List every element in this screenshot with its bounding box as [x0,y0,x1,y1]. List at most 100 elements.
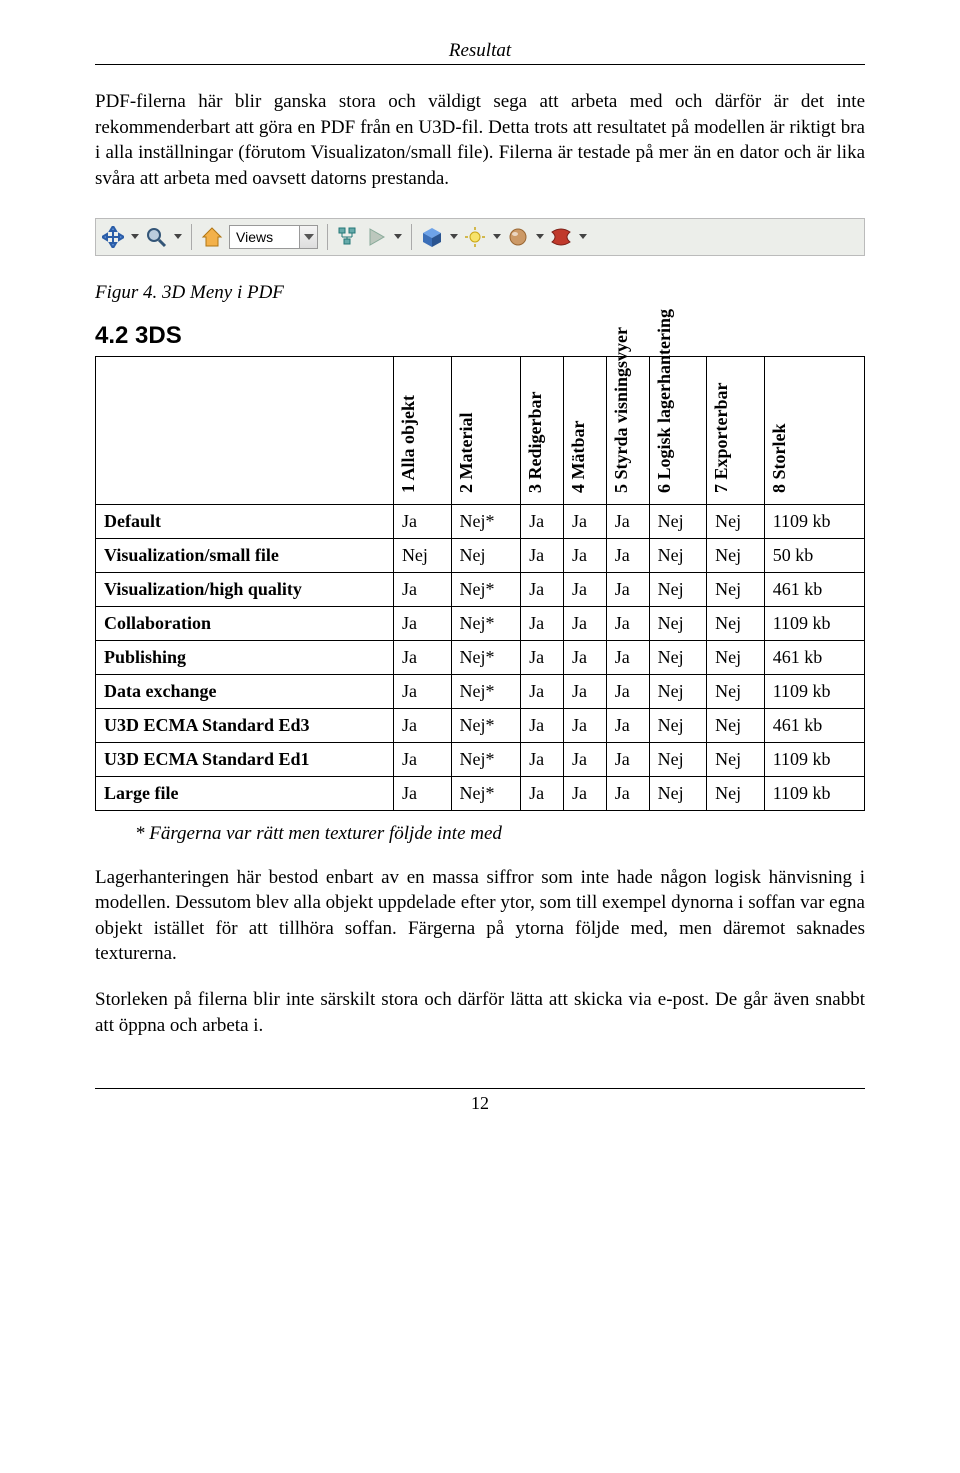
figure-caption: Figur 4. 3D Meny i PDF [95,282,865,304]
chevron-down-icon[interactable] [450,234,458,239]
search-icon[interactable] [145,226,167,248]
table-cell: 461 kb [764,572,864,606]
table-cell: Ja [563,606,606,640]
col-header: 3 Redigerbar [525,363,546,493]
table-cell: Ja [393,572,451,606]
table-cell: Nej [707,674,765,708]
page-header: Resultat [95,40,865,65]
section-heading: 4.2 3DS [95,322,865,350]
table-cell: Ja [521,640,564,674]
col-header: 2 Material [456,363,477,493]
move-icon[interactable] [102,226,124,248]
paragraph-3: Storleken på filerna blir inte särskilt … [95,987,865,1038]
table-cell: Nej [649,606,707,640]
table-row: Visualization/high qualityJaNej*JaJaJaNe… [96,572,865,606]
row-label: Collaboration [96,606,394,640]
table-cell: 1109 kb [764,742,864,776]
table-cell: Nej* [451,504,521,538]
table-cell: Nej [649,708,707,742]
row-label: Visualization/small file [96,538,394,572]
chevron-down-icon[interactable] [493,234,501,239]
paragraph-2: Lagerhanteringen här bestod enbart av en… [95,865,865,968]
tree-icon[interactable] [337,226,359,248]
table-cell: Nej [649,742,707,776]
table-cell: Ja [521,538,564,572]
chevron-down-icon[interactable] [394,234,402,239]
table-cell: Ja [606,538,649,572]
results-table: 1 Alla objekt 2 Material 3 Redigerbar 4 … [95,356,865,811]
table-row: DefaultJaNej*JaJaJaNejNej1109 kb [96,504,865,538]
table-cell: Nej [707,538,765,572]
table-cell: Ja [521,572,564,606]
views-label: Views [230,229,299,245]
table-cell: Ja [521,742,564,776]
table-cell: Nej [649,572,707,606]
table-cell: Nej* [451,674,521,708]
row-label: Default [96,504,394,538]
table-cell: Nej [649,640,707,674]
table-cell: Nej [649,538,707,572]
ribbon-icon[interactable] [550,226,572,248]
col-header: 5 Styrda visningsvyer [611,363,632,493]
table-cell: Ja [606,572,649,606]
table-cell: Nej [393,538,451,572]
table-cell: Nej [707,572,765,606]
table-cell: Ja [606,742,649,776]
table-row: CollaborationJaNej*JaJaJaNejNej1109 kb [96,606,865,640]
table-cell: Nej [649,674,707,708]
table-cell: Ja [393,776,451,810]
light-icon[interactable] [464,226,486,248]
row-label: Data exchange [96,674,394,708]
table-cell: Ja [393,504,451,538]
table-cell: 1109 kb [764,504,864,538]
table-row: U3D ECMA Standard Ed1JaNej*JaJaJaNejNej1… [96,742,865,776]
table-cell: Nej [451,538,521,572]
table-cell: Ja [563,504,606,538]
table-cell: Ja [521,674,564,708]
table-row: Large fileJaNej*JaJaJaNejNej1109 kb [96,776,865,810]
table-cell: 461 kb [764,640,864,674]
table-cell: Ja [393,708,451,742]
chevron-down-icon [299,226,317,248]
chevron-down-icon[interactable] [131,234,139,239]
table-cell: Nej* [451,742,521,776]
table-cell: 50 kb [764,538,864,572]
table-cell: Ja [563,674,606,708]
table-cell: Ja [521,606,564,640]
table-cell: Ja [563,572,606,606]
table-cell: Nej* [451,572,521,606]
table-cell: Nej* [451,640,521,674]
table-cell: Nej [707,708,765,742]
row-label: Large file [96,776,394,810]
sphere-icon[interactable] [507,226,529,248]
table-cell: Nej [649,776,707,810]
table-cell: Ja [606,606,649,640]
table-cell: Nej [707,640,765,674]
table-cell: 461 kb [764,708,864,742]
table-cell: Nej [707,742,765,776]
table-cell: Ja [393,606,451,640]
table-cell: Nej [707,504,765,538]
cube-icon[interactable] [421,226,443,248]
play-icon[interactable] [365,226,387,248]
table-cell: 1109 kb [764,776,864,810]
table-cell: Ja [606,674,649,708]
col-header: 7 Exporterbar [711,363,732,493]
page-number: 12 [95,1088,865,1114]
home-icon[interactable] [201,226,223,248]
table-cell: Ja [521,776,564,810]
table-cell: Nej* [451,708,521,742]
table-cell: Ja [521,708,564,742]
chevron-down-icon[interactable] [174,234,182,239]
chevron-down-icon[interactable] [536,234,544,239]
chevron-down-icon[interactable] [579,234,587,239]
paragraph-1: PDF-filerna här blir ganska stora och vä… [95,89,865,192]
table-row: PublishingJaNej*JaJaJaNejNej461 kb [96,640,865,674]
table-cell: Ja [606,708,649,742]
views-dropdown[interactable]: Views [229,225,318,249]
table-cell: Ja [563,742,606,776]
table-row: Data exchangeJaNej*JaJaJaNejNej1109 kb [96,674,865,708]
table-cell: Nej [649,504,707,538]
table-cell: Nej* [451,606,521,640]
table-cell: Ja [393,640,451,674]
